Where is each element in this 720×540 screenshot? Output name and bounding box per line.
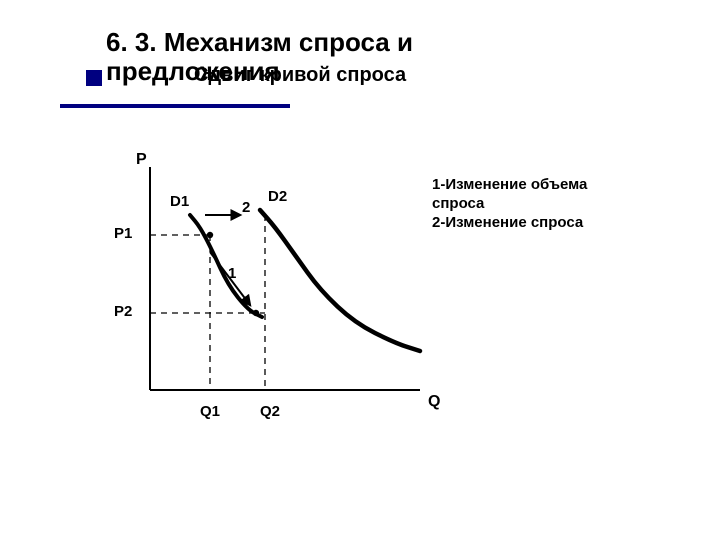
label-d2: D2 xyxy=(268,188,287,205)
y-axis-label: P xyxy=(136,151,147,169)
label-arrow1: 1 xyxy=(228,265,236,282)
legend-line1: 1-Изменение объема xyxy=(432,176,587,195)
title-line1: 6. 3. Механизм спроса и xyxy=(106,27,413,57)
x-axis-label: Q xyxy=(428,393,440,411)
label-arrow2: 2 xyxy=(242,199,250,216)
accent-bar xyxy=(60,104,290,108)
slide: 6. 3. Механизм спроса и предложения Сдви… xyxy=(0,0,720,540)
label-p2: P2 xyxy=(114,303,132,320)
legend-line2: спроса xyxy=(432,195,587,214)
legend-line3: 2-Изменение спроса xyxy=(432,214,587,233)
slide-subtitle: Сдвиг кривой спроса xyxy=(194,64,406,87)
label-q2: Q2 xyxy=(260,403,280,420)
label-d1: D1 xyxy=(170,193,189,210)
label-p1: P1 xyxy=(114,225,132,242)
legend: 1-Изменение объема спроса 2-Изменение сп… xyxy=(432,176,587,232)
demand-shift-chart: P Q D1 D2 2 1 P1 P2 Q1 Q2 xyxy=(120,155,460,430)
accent-square xyxy=(86,70,102,86)
label-q1: Q1 xyxy=(200,403,220,420)
